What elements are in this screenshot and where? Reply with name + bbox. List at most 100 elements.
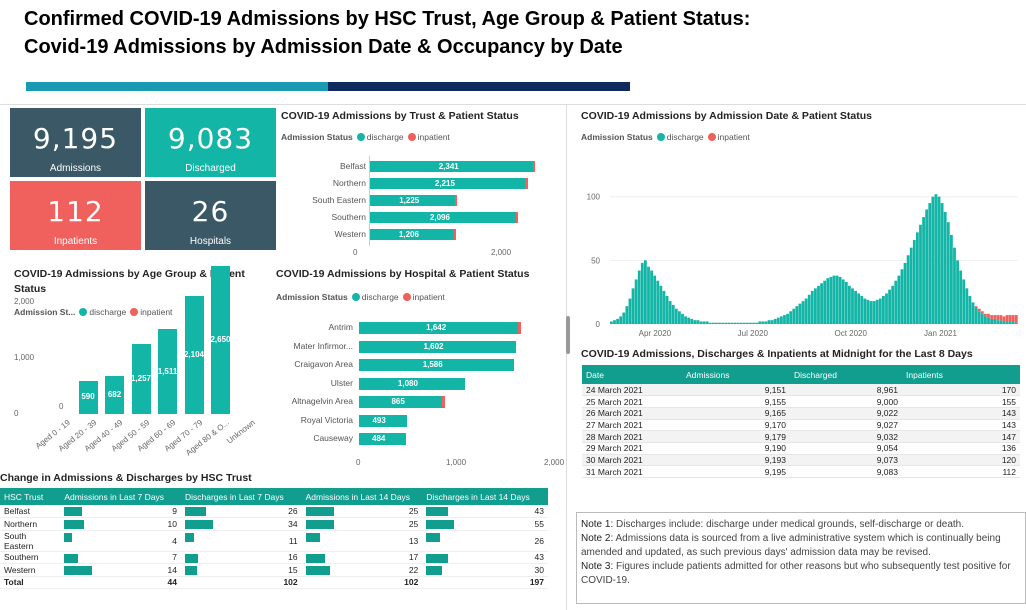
date-bar-discharge[interactable] (943, 212, 947, 324)
date-bar-discharge[interactable] (977, 311, 981, 324)
date-bar-discharge[interactable] (903, 262, 907, 324)
date-bar-discharge[interactable] (653, 275, 657, 324)
trust-bar[interactable]: 2,215 (370, 178, 528, 189)
date-bar-discharge[interactable] (820, 283, 823, 324)
date-bar-discharge[interactable] (671, 304, 675, 324)
date-bar-discharge[interactable] (829, 276, 833, 324)
date-bar-discharge[interactable] (628, 298, 632, 324)
midnight-table-header[interactable]: Inpatients (902, 365, 1020, 384)
date-bar-discharge[interactable] (996, 320, 1000, 324)
table-row[interactable]: 27 March 2021 9,170 9,027 143 (582, 419, 1020, 432)
date-bar-inpatient[interactable] (1014, 315, 1018, 323)
midnight-table-header[interactable]: Admissions (682, 365, 790, 384)
date-bar-discharge[interactable] (817, 285, 820, 324)
hospital-bar[interactable]: 1,586 (359, 359, 515, 371)
date-bar-discharge[interactable] (668, 301, 672, 324)
date-bar-discharge[interactable] (613, 320, 616, 324)
date-bar-discharge[interactable] (987, 317, 990, 324)
date-chart-legend[interactable]: Admission Status discharge inpatient (581, 132, 750, 142)
date-bar-discharge[interactable] (916, 232, 919, 324)
date-bar-discharge[interactable] (758, 321, 762, 324)
date-bar-inpatient[interactable] (1008, 315, 1012, 322)
date-bar-discharge[interactable] (659, 285, 663, 324)
date-bar-inpatient[interactable] (990, 315, 993, 319)
date-bar-discharge[interactable] (1011, 321, 1015, 324)
date-bar-discharge[interactable] (878, 298, 882, 324)
date-bar-discharge[interactable] (882, 296, 885, 324)
date-bar-discharge[interactable] (848, 285, 851, 324)
date-bar-discharge[interactable] (656, 280, 660, 324)
trust-bar[interactable]: 1,206 (370, 229, 456, 240)
change-table-header[interactable]: Discharges in Last 14 Days (422, 488, 548, 505)
date-bar-discharge[interactable] (909, 247, 913, 324)
change-table-header[interactable]: Admissions in Last 7 Days (60, 488, 181, 505)
date-bar-discharge[interactable] (807, 294, 811, 324)
date-bar-discharge[interactable] (773, 318, 777, 324)
date-bar-discharge[interactable] (616, 318, 619, 324)
date-bar-discharge[interactable] (705, 321, 709, 324)
date-bar-discharge[interactable] (727, 322, 731, 324)
date-bar-discharge[interactable] (888, 289, 891, 324)
date-bar-discharge[interactable] (718, 322, 721, 324)
date-bar-discharge[interactable] (724, 322, 728, 324)
date-bar-discharge[interactable] (715, 322, 718, 324)
date-bar-discharge[interactable] (662, 290, 666, 324)
date-bar-discharge[interactable] (956, 260, 959, 324)
date-bar-inpatient[interactable] (984, 313, 987, 317)
table-row[interactable]: 29 March 2021 9,190 9,054 136 (582, 442, 1020, 455)
date-bar-discharge[interactable] (925, 209, 929, 324)
date-bar-discharge[interactable] (962, 279, 966, 324)
date-bar-discharge[interactable] (934, 194, 938, 324)
date-bar-discharge[interactable] (894, 280, 898, 324)
date-bar-discharge[interactable] (792, 308, 796, 324)
card-admissions[interactable]: 9,195 Admissions (10, 108, 141, 177)
age-bar[interactable]: 682 (105, 375, 124, 414)
date-bar-discharge[interactable] (798, 303, 802, 324)
date-bar-discharge[interactable] (863, 298, 867, 324)
trust-bar[interactable]: 2,341 (370, 161, 536, 172)
table-row[interactable]: 30 March 2021 9,193 9,073 120 (582, 454, 1020, 467)
trust-chart-legend[interactable]: Admission Status discharge inpatient (281, 132, 450, 142)
date-bar-discharge[interactable] (869, 301, 873, 324)
date-bar-discharge[interactable] (610, 321, 613, 324)
date-bar-discharge[interactable] (804, 298, 808, 324)
trust-bar[interactable]: 1,225 (370, 195, 457, 206)
date-bar-discharge[interactable] (900, 269, 904, 324)
date-bar-discharge[interactable] (637, 270, 641, 324)
date-bar-inpatient[interactable] (1005, 315, 1009, 322)
change-table-header[interactable]: Discharges in Last 7 Days (180, 488, 302, 505)
date-bar-discharge[interactable] (993, 318, 997, 324)
date-bar-discharge[interactable] (937, 196, 941, 324)
date-bar-discharge[interactable] (832, 275, 836, 324)
date-bar-discharge[interactable] (931, 196, 935, 324)
date-bar-discharge[interactable] (965, 288, 969, 324)
hospital-bar[interactable]: 493 (359, 414, 408, 427)
table-row[interactable]: 28 March 2021 9,179 9,032 147 (582, 430, 1020, 443)
date-bar-discharge[interactable] (687, 317, 691, 324)
date-bar-discharge[interactable] (749, 322, 752, 324)
date-bar-discharge[interactable] (1008, 321, 1012, 324)
date-bar-discharge[interactable] (860, 296, 864, 324)
date-bar-discharge[interactable] (980, 313, 984, 324)
date-bar-discharge[interactable] (699, 321, 703, 324)
date-bar-discharge[interactable] (875, 299, 879, 324)
date-bar-discharge[interactable] (693, 320, 697, 324)
hospital-bar[interactable]: 484 (359, 433, 407, 445)
hospital-bar[interactable]: 865 (359, 396, 446, 408)
table-row[interactable]: Northern 10 34 25 55 (0, 517, 548, 531)
date-bar-discharge[interactable] (990, 318, 993, 324)
age-chart-legend[interactable]: Admission St... discharge inpatient (14, 307, 172, 317)
date-bar-discharge[interactable] (919, 224, 922, 324)
hospital-chart-scrollbar[interactable] (566, 316, 570, 354)
date-bar-discharge[interactable] (950, 234, 953, 324)
date-bar-discharge[interactable] (640, 262, 644, 324)
date-bar-discharge[interactable] (912, 240, 916, 324)
date-bar-discharge[interactable] (786, 313, 789, 324)
date-bar-inpatient[interactable] (980, 311, 984, 314)
date-bar-inpatient[interactable] (996, 315, 1000, 321)
date-bar-discharge[interactable] (801, 301, 805, 324)
date-bar-discharge[interactable] (712, 322, 715, 324)
date-bar-discharge[interactable] (619, 316, 623, 324)
table-row[interactable]: 26 March 2021 9,165 9,022 143 (582, 407, 1020, 420)
date-bar-discharge[interactable] (835, 275, 839, 324)
